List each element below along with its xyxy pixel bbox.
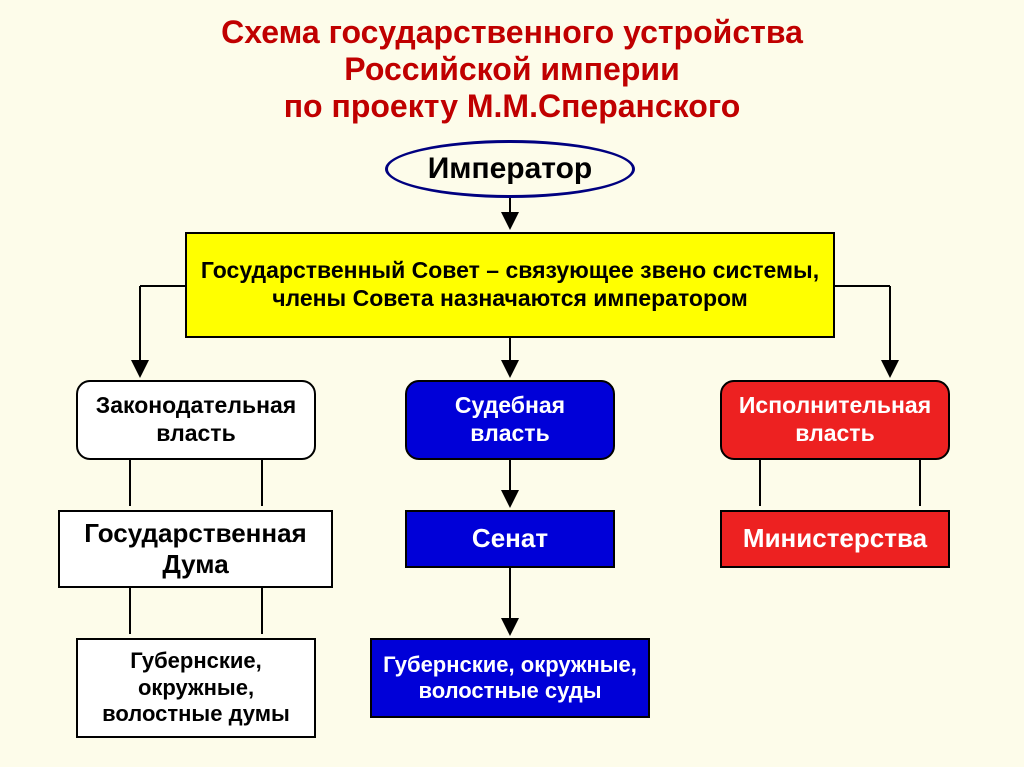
title-line-2: Российской империи <box>0 51 1024 88</box>
node-local_courts: Губернские, окружные, волостные суды <box>370 638 650 718</box>
node-senate: Сенат <box>405 510 615 568</box>
node-executive: Исполнительная власть <box>720 380 950 460</box>
node-council: Государственный Совет – связующее звено … <box>185 232 835 338</box>
node-local_dumas: Губернские, окружные, волостные думы <box>76 638 316 738</box>
node-ministries: Министерства <box>720 510 950 568</box>
diagram-title: Схема государственного устройства Россий… <box>0 0 1024 124</box>
node-emperor: Император <box>385 140 635 198</box>
title-line-1: Схема государственного устройства <box>0 14 1024 51</box>
node-duma: Государственная Дума <box>58 510 333 588</box>
title-line-3: по проекту М.М.Сперанского <box>0 88 1024 125</box>
node-legislative: Законодательная власть <box>76 380 316 460</box>
node-judicial: Судебная власть <box>405 380 615 460</box>
